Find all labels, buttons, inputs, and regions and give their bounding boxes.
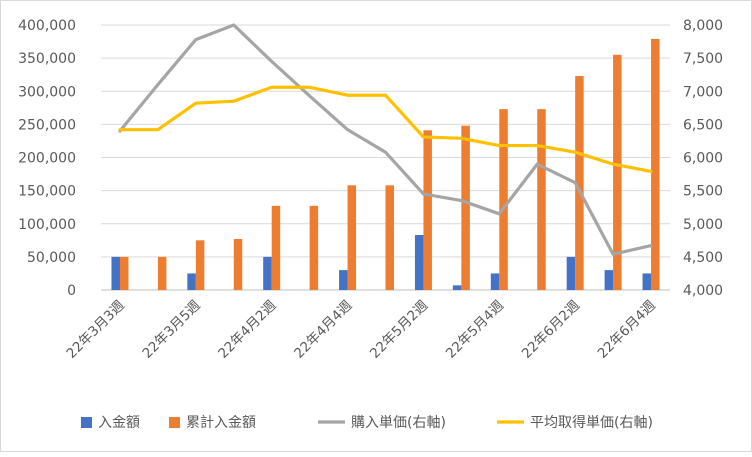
right-y-tick-label: 6,500 xyxy=(683,117,723,133)
bar-cumulative-deposit xyxy=(575,76,584,290)
legend-swatch xyxy=(169,417,180,428)
bar-deposit xyxy=(452,285,462,290)
x-tick-label: 22年5月4週 xyxy=(443,297,508,362)
left-y-tick-label: 250,000 xyxy=(18,117,76,133)
x-tick-label: 22年6月2週 xyxy=(519,297,584,362)
right-y-tick-label: 6,000 xyxy=(683,151,723,167)
x-tick-label: 22年3月3週 xyxy=(64,297,129,362)
bar-cumulative-deposit xyxy=(537,109,546,290)
bar-deposit xyxy=(187,273,196,290)
line-average-cost xyxy=(118,85,653,174)
legend: 入金額 累計入金額 購入単価(右軸) 平均取得単価(右軸) xyxy=(81,414,653,431)
bar-cumulative-deposit xyxy=(613,54,622,290)
bar-cumulative-deposit xyxy=(119,256,129,290)
bar-cumulative-deposit xyxy=(309,205,319,290)
right-y-tick-label: 8,000 xyxy=(683,18,723,34)
legend-label: 累計入金額 xyxy=(186,415,256,431)
bar-deposit xyxy=(490,273,500,290)
line-purchase-price xyxy=(118,23,653,256)
line-series-group xyxy=(118,23,653,256)
bar-deposit xyxy=(263,256,272,290)
bar-cumulative-deposit xyxy=(347,185,357,290)
bar-cumulative-deposit xyxy=(195,240,205,290)
right-y-tick-label: 5,500 xyxy=(683,184,723,200)
left-y-tick-label: 50,000 xyxy=(27,250,76,266)
left-y-tick-label: 350,000 xyxy=(18,51,76,67)
bar-cumulative-deposit xyxy=(461,125,470,290)
right-y-tick-label: 5,000 xyxy=(683,217,723,233)
left-y-tick-label: 100,000 xyxy=(18,217,76,233)
bar-cumulative-deposit xyxy=(157,256,167,290)
legend-label: 入金額 xyxy=(98,415,140,431)
right-y-axis: 4,000 4,500 5,000 5,500 6,000 6,500 7,000 7,500… xyxy=(683,18,723,299)
legend-label: 購入単価(右軸) xyxy=(351,415,446,431)
left-y-tick-label: 150,000 xyxy=(18,184,76,200)
bar-deposit xyxy=(111,256,120,290)
left-y-tick-label: 200,000 xyxy=(18,151,76,167)
left-y-tick-label: 300,000 xyxy=(18,84,76,100)
bar-series-group xyxy=(111,38,660,290)
bar-cumulative-deposit xyxy=(499,109,508,290)
bar-deposit xyxy=(414,235,424,290)
bar-deposit xyxy=(642,273,652,290)
x-tick-label: 22年4月2週 xyxy=(215,297,280,362)
x-tick-label: 22年3月5週 xyxy=(139,297,204,362)
x-tick-label: 22年6月4週 xyxy=(595,297,660,362)
bar-cumulative-deposit xyxy=(271,205,281,290)
right-y-tick-label: 7,500 xyxy=(683,51,723,67)
legend-swatch xyxy=(81,417,92,428)
bar-cumulative-deposit xyxy=(233,238,243,290)
bar-deposit xyxy=(604,270,614,290)
x-axis: 22年3月3週 22年3月5週 22年4月2週 22年4月4週 22年5月2週 22年5月… xyxy=(64,297,660,362)
x-tick-label: 22年5月2週 xyxy=(367,297,432,362)
bar-cumulative-deposit xyxy=(385,185,394,290)
legend-label: 平均取得単価(右軸) xyxy=(530,414,653,431)
left-y-axis: 0 50,000 100,000 150,000 200,000 250,000 300,0… xyxy=(18,18,76,299)
bar-deposit xyxy=(339,270,348,290)
right-y-tick-label: 7,000 xyxy=(683,84,723,100)
left-y-tick-label: 400,000 xyxy=(18,18,76,34)
x-tick-label: 22年4月4週 xyxy=(291,297,356,362)
bar-cumulative-deposit xyxy=(423,130,432,290)
right-y-tick-label: 4,000 xyxy=(683,283,723,299)
left-y-tick-label: 0 xyxy=(67,283,76,299)
bar-cumulative-deposit xyxy=(651,38,660,290)
right-y-tick-label: 4,500 xyxy=(683,250,723,266)
bar-deposit xyxy=(566,256,576,290)
